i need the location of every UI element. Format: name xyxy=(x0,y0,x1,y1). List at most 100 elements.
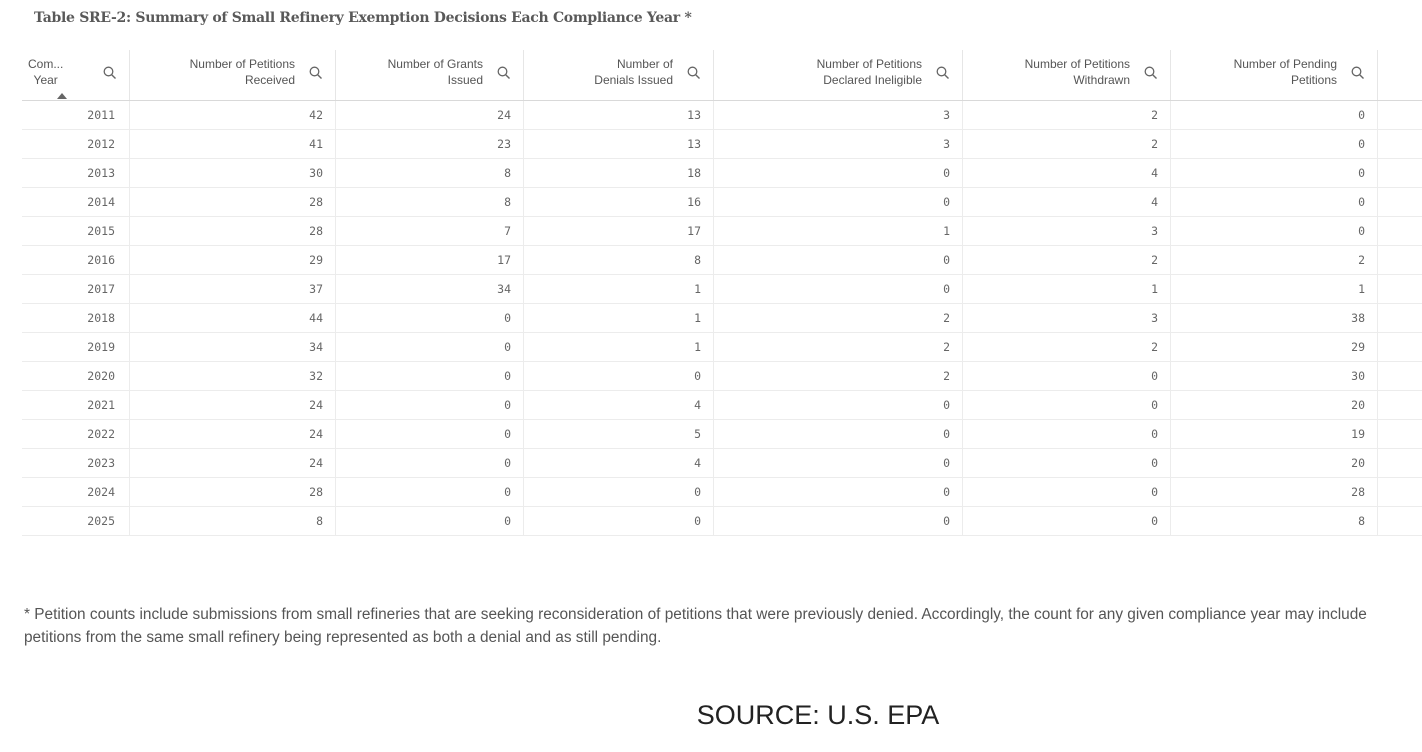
table-cell: 2 xyxy=(963,333,1171,362)
table-cell: 0 xyxy=(963,507,1171,536)
table-cell xyxy=(1378,478,1422,507)
table-cell: 0 xyxy=(714,275,963,304)
header-text: Number of Petitions Received xyxy=(190,56,295,88)
search-icon[interactable] xyxy=(497,66,511,80)
table-cell xyxy=(1378,391,1422,420)
table-cell: 24 xyxy=(130,449,336,478)
footnote: * Petition counts include submissions fr… xyxy=(24,606,1367,646)
table-cell: 0 xyxy=(963,420,1171,449)
header-line: Number of Pending xyxy=(1233,57,1337,71)
table-cell: 29 xyxy=(130,246,336,275)
table-cell: 3 xyxy=(714,130,963,159)
table-cell: 1 xyxy=(524,275,714,304)
table-cell: 0 xyxy=(336,304,524,333)
header-line: Declared Ineligible xyxy=(823,73,922,87)
header-text: Number of Pending Petitions xyxy=(1234,56,1337,88)
table-cell: 32 xyxy=(130,362,336,391)
column-header[interactable]: Number of Petitions Declared Ineligible xyxy=(714,50,963,100)
table-cell: 0 xyxy=(714,507,963,536)
table-cell xyxy=(1378,217,1422,246)
header-line: Number of xyxy=(616,57,673,71)
table-cell: 38 xyxy=(1171,304,1378,333)
table-cell: 13 xyxy=(524,101,714,130)
table-cell: 8 xyxy=(336,188,524,217)
table-cell: 0 xyxy=(714,420,963,449)
table-cell: 4 xyxy=(963,188,1171,217)
table-cell: 3 xyxy=(963,304,1171,333)
header-line: Number of Petitions xyxy=(1024,57,1130,71)
search-icon[interactable] xyxy=(687,66,701,80)
header-line: Number of Petitions xyxy=(816,57,922,71)
header-line: Denials Issued xyxy=(594,73,673,87)
table-cell: 28 xyxy=(130,217,336,246)
table-cell: 24 xyxy=(336,101,524,130)
table-cell: 2023 xyxy=(22,449,130,478)
header-text: Number of Petitions Withdrawn xyxy=(1025,56,1130,88)
table-cell: 8 xyxy=(1171,507,1378,536)
table-cell: 0 xyxy=(524,362,714,391)
table-cell: 0 xyxy=(1171,101,1378,130)
table-cell: 2021 xyxy=(22,391,130,420)
table-cell: 41 xyxy=(130,130,336,159)
table-cell: 24 xyxy=(130,420,336,449)
header-border xyxy=(22,100,1422,101)
table-cell: 2 xyxy=(714,333,963,362)
table-cell: 0 xyxy=(963,478,1171,507)
table-cell: 4 xyxy=(963,159,1171,188)
column-header[interactable]: Com... Year xyxy=(22,50,130,100)
table-cell: 1 xyxy=(524,333,714,362)
column-header xyxy=(1378,50,1422,100)
column-header[interactable]: Number of Denials Issued xyxy=(524,50,714,100)
table-cell: 3 xyxy=(963,217,1171,246)
table-cell: 24 xyxy=(130,391,336,420)
table-cell: 8 xyxy=(524,246,714,275)
table-cell: 0 xyxy=(336,362,524,391)
header-line: Withdrawn xyxy=(1073,73,1130,87)
table-cell: 34 xyxy=(130,333,336,362)
column-header[interactable]: Number of Petitions Received xyxy=(130,50,336,100)
table-cell: 0 xyxy=(963,362,1171,391)
table-cell: 0 xyxy=(336,391,524,420)
table-cell xyxy=(1378,130,1422,159)
table-cell: 1 xyxy=(1171,275,1378,304)
table-cell: 0 xyxy=(336,333,524,362)
table-cell: 28 xyxy=(130,478,336,507)
table-cell: 2 xyxy=(963,101,1171,130)
table-cell xyxy=(1378,333,1422,362)
header-line: Number of Petitions xyxy=(189,57,295,71)
table-cell: 17 xyxy=(336,246,524,275)
column-header[interactable]: Number of Petitions Withdrawn xyxy=(963,50,1171,100)
table-cell xyxy=(1378,246,1422,275)
table-cell xyxy=(1378,159,1422,188)
sort-arrow[interactable] xyxy=(57,93,67,99)
table-cell: 2024 xyxy=(22,478,130,507)
search-icon[interactable] xyxy=(1351,66,1365,80)
table-cell xyxy=(1378,507,1422,536)
column-header[interactable]: Number of Pending Petitions xyxy=(1171,50,1378,100)
table-cell: 30 xyxy=(130,159,336,188)
table-cell xyxy=(1378,101,1422,130)
table-cell: 2015 xyxy=(22,217,130,246)
table-cell: 1 xyxy=(963,275,1171,304)
table-cell: 0 xyxy=(963,449,1171,478)
table-cell: 2013 xyxy=(22,159,130,188)
search-icon[interactable] xyxy=(309,66,323,80)
data-table: Com... Year Number of Petitions Received Num… xyxy=(22,50,1422,537)
table-cell: 2012 xyxy=(22,130,130,159)
search-icon[interactable] xyxy=(936,66,950,80)
header-line: Number of Grants xyxy=(387,57,483,71)
table-cell: 0 xyxy=(524,507,714,536)
table-cell: 4 xyxy=(524,391,714,420)
search-icon[interactable] xyxy=(1144,66,1158,80)
table-cell: 2017 xyxy=(22,275,130,304)
column-header[interactable]: Number of Grants Issued xyxy=(336,50,524,100)
table-cell xyxy=(1378,362,1422,391)
table-cell: 2 xyxy=(963,246,1171,275)
table-cell: 0 xyxy=(714,188,963,217)
table-title: Table SRE-2: Summary of Small Refinery E… xyxy=(34,10,692,26)
search-icon[interactable] xyxy=(103,66,117,80)
table-cell: 0 xyxy=(1171,188,1378,217)
table-cell: 2 xyxy=(714,304,963,333)
table-cell: 1 xyxy=(524,304,714,333)
